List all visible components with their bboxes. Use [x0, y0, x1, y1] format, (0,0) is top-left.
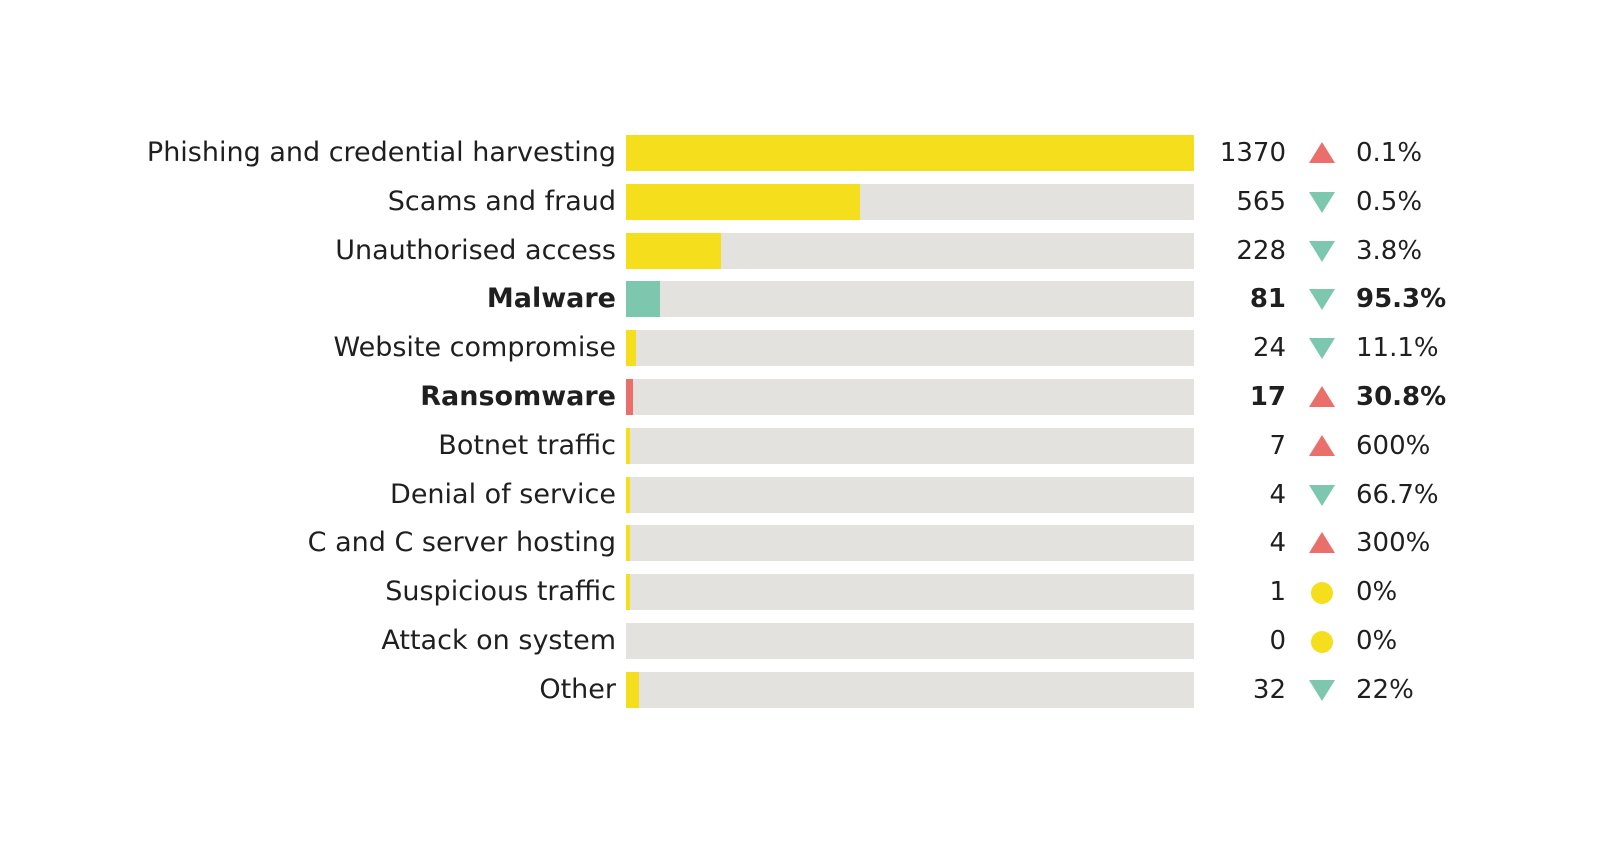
change-label: 0%: [1356, 626, 1398, 656]
category-label: Attack on system: [381, 625, 616, 656]
category-label: Phishing and credential harvesting: [146, 137, 616, 168]
value-label: 0: [1269, 626, 1286, 656]
bar-track: [626, 623, 1194, 659]
value-label: 17: [1249, 382, 1286, 412]
bar-track: [626, 574, 1194, 611]
circle-icon: [1311, 582, 1333, 605]
bar: [626, 232, 721, 269]
value-label: 32: [1252, 674, 1286, 705]
category-label: Other: [539, 673, 616, 705]
triangle-up-icon: [1309, 386, 1335, 407]
bar: [626, 427, 630, 464]
bar-row: Botnet traffic 7 600%: [0, 427, 1600, 464]
bar: [626, 476, 630, 513]
value-label: 24: [1252, 333, 1286, 364]
bar-track: [626, 281, 1194, 318]
bar-track: [626, 476, 1194, 513]
change-label: 0.5%: [1356, 186, 1423, 217]
value-label: 81: [1249, 284, 1286, 315]
change-label: 3.8%: [1356, 235, 1423, 266]
bar: [626, 379, 634, 415]
bar-row: Website compromise 24 11.1%: [0, 330, 1600, 367]
category-label: Website compromise: [333, 332, 616, 364]
bar-row: Malware 81 95.3%: [0, 281, 1600, 318]
triangle-down-icon: [1309, 191, 1335, 213]
bar-track: [626, 330, 1194, 367]
bar-row: Other 32 22%: [0, 671, 1600, 708]
bar: [626, 135, 1194, 171]
bar-row: Attack on system 0 0%: [0, 623, 1600, 659]
triangle-down-icon: [1309, 338, 1335, 360]
category-label: Unauthorised access: [335, 234, 616, 266]
category-label: Ransomware: [420, 381, 616, 412]
change-label: 30.8%: [1356, 382, 1447, 412]
category-label: Malware: [486, 283, 616, 315]
circle-icon: [1311, 631, 1333, 653]
triangle-down-icon: [1309, 679, 1335, 701]
bar-track: [626, 183, 1194, 220]
value-label: 565: [1236, 186, 1286, 217]
bar-track: [626, 135, 1194, 171]
bar-row: Scams and fraud 565 0.5%: [0, 183, 1600, 220]
value-label: 1: [1269, 577, 1286, 608]
value-label: 4: [1269, 479, 1286, 510]
bar-row: Denial of service 4 66.7%: [0, 476, 1600, 513]
value-label: 1370: [1219, 138, 1286, 168]
bar: [626, 183, 861, 220]
triangle-up-icon: [1309, 142, 1335, 163]
category-label: Denial of service: [390, 478, 616, 510]
value-label: 228: [1236, 235, 1286, 266]
triangle-down-icon: [1309, 240, 1335, 262]
change-label: 300%: [1356, 528, 1431, 559]
change-label: 22%: [1356, 674, 1414, 705]
triangle-up-icon: [1309, 434, 1335, 456]
change-label: 0%: [1356, 577, 1398, 608]
change-label: 0.1%: [1356, 138, 1423, 168]
category-label: C and C server hosting: [307, 527, 616, 559]
change-label: 600%: [1356, 430, 1431, 461]
bar-row: Unauthorised access 228 3.8%: [0, 232, 1600, 269]
triangle-down-icon: [1309, 289, 1335, 311]
bar-track: [626, 525, 1194, 562]
category-label: Scams and fraud: [387, 185, 616, 217]
bar-row: Ransomware 17 30.8%: [0, 379, 1600, 415]
value-label: 7: [1269, 430, 1286, 461]
change-label: 95.3%: [1356, 284, 1447, 315]
change-label: 66.7%: [1356, 479, 1439, 510]
bar-track: [626, 671, 1194, 708]
bar: [626, 574, 630, 611]
triangle-up-icon: [1309, 532, 1335, 554]
category-label: Suspicious traffic: [385, 576, 616, 608]
value-label: 4: [1269, 528, 1286, 559]
bar-row: Suspicious traffic 1 0%: [0, 574, 1600, 611]
bar-row: C and C server hosting 4 300%: [0, 525, 1600, 562]
bar: [626, 281, 660, 318]
bar: [626, 330, 636, 367]
bar-track: [626, 427, 1194, 464]
bar: [626, 525, 630, 562]
triangle-down-icon: [1309, 484, 1335, 506]
category-label: Botnet traffic: [438, 429, 616, 461]
bar: [626, 671, 640, 708]
bar-row: Phishing and credential harvesting 1370 0.…: [0, 135, 1600, 171]
change-label: 11.1%: [1356, 333, 1439, 364]
bar-track: [626, 232, 1194, 269]
bar-track: [626, 379, 1194, 415]
